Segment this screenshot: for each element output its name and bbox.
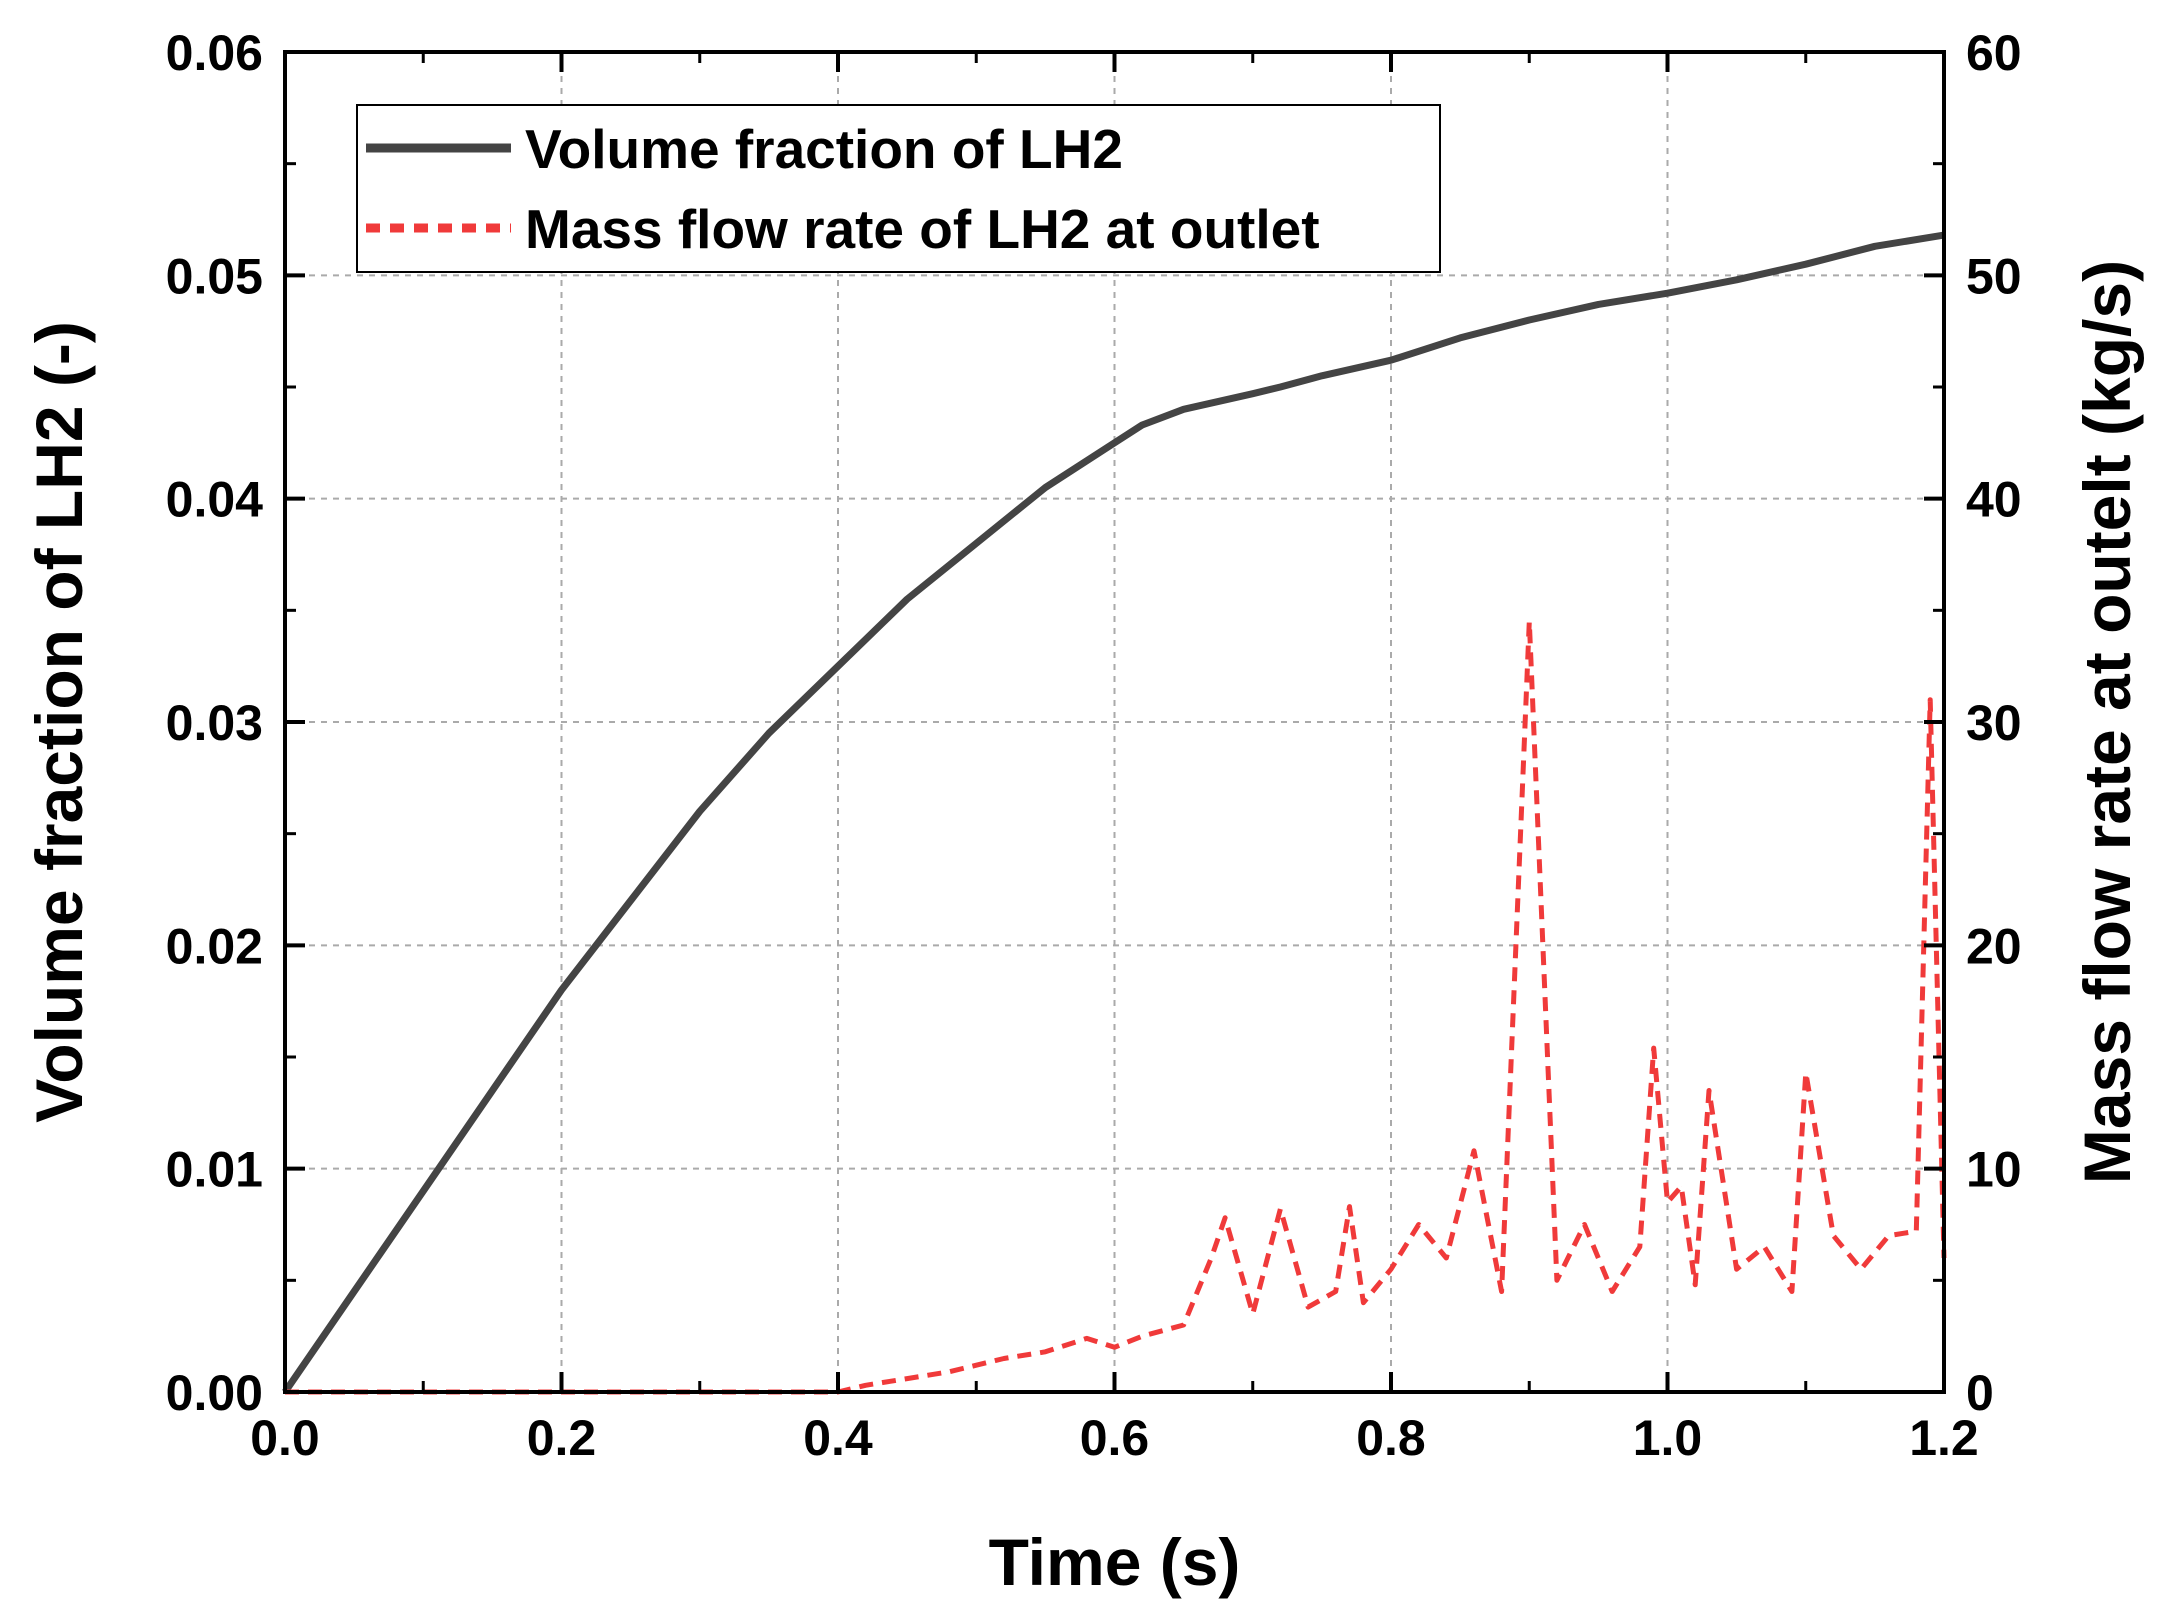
legend: Volume fraction of LH2 Mass flow rate of… [357, 105, 1440, 272]
y-right-tick-label: 40 [1966, 472, 2022, 528]
x-axis-title: Time (s) [989, 1525, 1241, 1599]
legend-label-mass-flow: Mass flow rate of LH2 at outlet [525, 198, 1320, 260]
x-tick-label: 0.8 [1356, 1410, 1426, 1466]
x-tick-label: 0.6 [1080, 1410, 1150, 1466]
y-right-tick-label: 20 [1966, 918, 2022, 974]
y-left-tick-label: 0.05 [166, 248, 263, 304]
y-right-axis-title: Mass flow rate at outelt (kg/s) [2070, 260, 2144, 1184]
legend-label-volume-fraction: Volume fraction of LH2 [525, 118, 1123, 180]
y-left-axis-title: Volume fraction of LH2 (-) [22, 321, 96, 1123]
y-left-tick-label: 0.04 [166, 472, 264, 528]
y-left-tick-label: 0.06 [166, 25, 263, 81]
y-left-tick-label: 0.01 [166, 1142, 263, 1198]
x-tick-label: 0.2 [527, 1410, 597, 1466]
x-tick-label: 0.4 [803, 1410, 873, 1466]
y-right-tick-label: 50 [1966, 248, 2022, 304]
y-left-tick-label: 0.03 [166, 695, 263, 751]
y-right-tick-label: 60 [1966, 25, 2022, 81]
y-right-tick-labels: 0 10 20 30 40 50 60 [1966, 25, 2022, 1421]
y-left-tick-label: 0.00 [166, 1365, 263, 1421]
x-tick-label: 1.0 [1633, 1410, 1703, 1466]
y-left-tick-label: 0.02 [166, 918, 263, 974]
y-right-tick-label: 10 [1966, 1142, 2022, 1198]
y-left-tick-labels: 0.00 0.01 0.02 0.03 0.04 0.05 0.06 [166, 25, 264, 1421]
y-right-tick-label: 0 [1966, 1365, 1994, 1421]
y-right-tick-label: 30 [1966, 695, 2022, 751]
